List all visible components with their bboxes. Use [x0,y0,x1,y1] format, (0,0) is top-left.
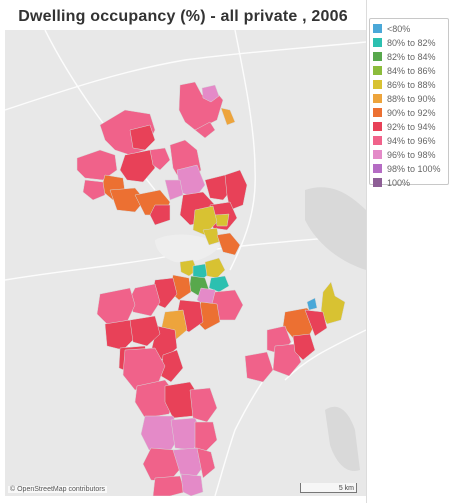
legend-item[interactable]: 94% to 96% [370,134,448,147]
region-north [76,81,248,256]
region-south [122,347,218,496]
legend-label: 94% to 96% [387,135,436,146]
legend-item[interactable]: 80% to 82% [370,36,448,49]
legend-swatch [373,122,382,131]
legend-swatch [373,164,382,173]
legend-label: 82% to 84% [387,51,436,62]
legend-swatch [373,178,382,187]
legend-item[interactable]: 90% to 92% [370,106,448,119]
legend-label: 88% to 90% [387,93,436,104]
legend-label: 90% to 92% [387,107,436,118]
legend-swatch [373,150,382,159]
legend-label: <80% [387,23,411,34]
legend-item[interactable]: 100% [370,176,448,189]
legend-swatch [373,94,382,103]
legend-swatch [373,108,382,117]
legend-swatch [373,24,382,33]
scale-bar: 5 km [300,483,357,493]
legend-item[interactable]: 92% to 94% [370,120,448,133]
legend-label: 80% to 82% [387,37,436,48]
legend-item[interactable]: 98% to 100% [370,162,448,175]
scale-label: 5 km [338,485,354,492]
panel-divider [366,0,367,503]
legend-label: 96% to 98% [387,149,436,160]
legend-item[interactable]: 84% to 86% [370,64,448,77]
legend-label: 100% [387,177,411,188]
region-east [244,281,346,383]
map-svg [5,30,366,496]
legend-swatch [373,80,382,89]
legend-label: 92% to 94% [387,121,436,132]
terrain-patches [155,187,366,471]
legend-swatch [373,136,382,145]
legend-item[interactable]: 86% to 88% [370,78,448,91]
legend-label: 84% to 86% [387,65,436,76]
legend-item[interactable]: 96% to 98% [370,148,448,161]
map-canvas[interactable] [5,30,366,496]
legend: <80% 80% to 82% 82% to 84% 84% to 86% 86% to… [369,18,449,188]
legend-item[interactable]: <80% [370,22,448,35]
legend-label: 86% to 88% [387,79,436,90]
legend-swatch [373,38,382,47]
legend-swatch [373,66,382,75]
map-title: Dwelling occupancy (%) - all private , 2… [18,8,348,25]
legend-label: 98% to 100% [387,163,441,174]
legend-item[interactable]: 82% to 84% [370,50,448,63]
map-attribution[interactable]: © OpenStreetMap contributors [8,486,108,493]
legend-swatch [373,52,382,61]
legend-item[interactable]: 88% to 90% [370,92,448,105]
region-central [96,257,244,383]
